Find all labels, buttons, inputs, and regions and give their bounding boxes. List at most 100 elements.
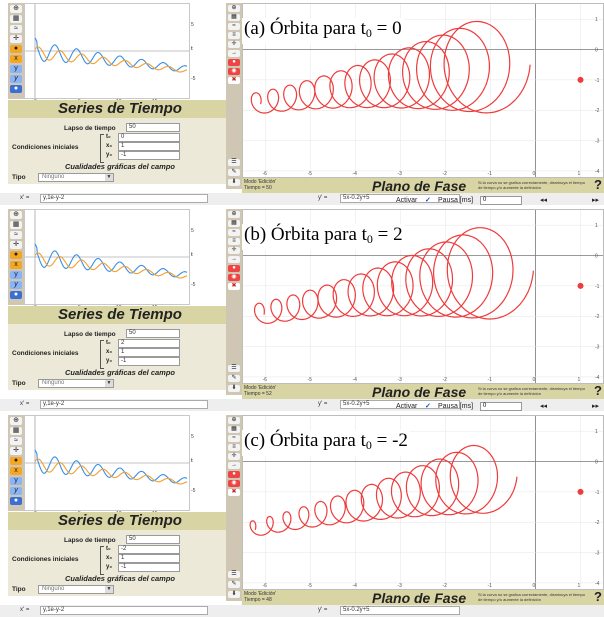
erase-icon[interactable]: ✖ [228, 77, 240, 84]
activar-checkbox[interactable]: ✓ [425, 403, 431, 410]
x-eq-input[interactable]: y,1e-y-2 [40, 400, 208, 409]
help-icon[interactable]: ? [594, 383, 602, 398]
list-icon[interactable]: ☰ [228, 159, 240, 166]
red-dot-icon[interactable]: ● [228, 59, 240, 66]
help-icon[interactable]: ? [594, 589, 602, 604]
lapso-input[interactable]: 50 [126, 123, 180, 132]
y-toggle-icon[interactable]: y [10, 75, 22, 83]
y-toggle-icon[interactable]: y [10, 281, 22, 289]
grid-icon[interactable]: ▦ [228, 14, 240, 21]
arrow-icon[interactable]: → [228, 462, 240, 469]
axis-icon[interactable]: ≈ [10, 25, 22, 33]
y-series-icon[interactable]: y [10, 271, 22, 279]
zoom-icon[interactable]: ⊕ [10, 211, 22, 219]
axis-icon[interactable]: ≈ [10, 231, 22, 239]
arrow-icon[interactable]: → [228, 50, 240, 57]
skip-start-icon[interactable]: ◂◂ [540, 197, 548, 204]
field-icon[interactable]: ≡ [228, 444, 240, 451]
x0-input[interactable]: 1 [118, 554, 180, 563]
activar-checkbox[interactable]: ✓ [425, 197, 431, 204]
pencil-icon[interactable]: ✎ [228, 375, 240, 382]
pencil-icon[interactable]: ✎ [228, 581, 240, 588]
red-dot-icon[interactable]: ● [228, 265, 240, 272]
x-series-icon[interactable]: x [10, 467, 22, 475]
zoom-icon[interactable]: ⊕ [228, 211, 240, 218]
x0-input[interactable]: 1 [118, 348, 180, 357]
zoom-icon[interactable]: ⊕ [228, 5, 240, 12]
x-eq-input[interactable]: y,1e-y-2 [40, 606, 208, 615]
zoom-icon[interactable]: ⊕ [10, 5, 22, 13]
t0-input[interactable]: 2 [118, 339, 180, 348]
phase-plane-title: Plano de Fase [372, 384, 467, 400]
orange-dot-icon[interactable]: ● [10, 457, 22, 465]
move-icon[interactable]: ✛ [10, 447, 22, 455]
phase-plane-chart: -6 -5 -4 -3 -2 -1 0 1 1 0 -1 -2 -3 -4 [243, 210, 603, 383]
move-icon[interactable]: ✛ [228, 41, 240, 48]
tipo-select[interactable]: Ninguno ▼ [38, 585, 114, 594]
y-series-icon[interactable]: y [10, 65, 22, 73]
x0-input[interactable]: 1 [118, 142, 180, 151]
erase-icon[interactable]: ✖ [228, 283, 240, 290]
erase-icon[interactable]: ✖ [228, 489, 240, 496]
y-eq-input[interactable]: 5x-0.2y+5 [340, 194, 460, 203]
arrow-icon[interactable]: → [228, 256, 240, 263]
field-icon[interactable]: ≡ [228, 32, 240, 39]
move-icon[interactable]: ✛ [228, 453, 240, 460]
help-icon[interactable]: ? [594, 177, 602, 192]
move-icon[interactable]: ✛ [10, 35, 22, 43]
pausa-input[interactable]: 0 [480, 196, 522, 205]
t0-input[interactable]: 0 [118, 133, 180, 142]
y-eq-input[interactable]: 5x-0.2y+5 [340, 606, 460, 615]
lapso-input[interactable]: 50 [126, 329, 180, 338]
blue-dot-icon[interactable]: ● [10, 85, 22, 93]
y-series-icon[interactable]: y [10, 477, 22, 485]
x-series-icon[interactable]: x [10, 261, 22, 269]
axis-icon[interactable]: ≈ [228, 23, 240, 30]
y-eq-input[interactable]: 5x-0.2y+5 [340, 400, 460, 409]
axis-icon[interactable]: ≈ [228, 435, 240, 442]
pausa-input[interactable]: 0 [480, 402, 522, 411]
axis-icon[interactable]: ≈ [10, 437, 22, 445]
tipo-select-value: Ninguno [42, 174, 65, 180]
red-point-icon[interactable]: ◉ [228, 480, 240, 487]
play-icon[interactable]: ▸▸ [592, 197, 600, 204]
orange-dot-icon[interactable]: ● [10, 45, 22, 53]
red-dot-icon[interactable]: ● [228, 471, 240, 478]
zoom-icon[interactable]: ⊕ [228, 417, 240, 424]
move-icon[interactable]: ✛ [10, 241, 22, 249]
play-icon[interactable]: ▸▸ [592, 403, 600, 410]
field-icon[interactable]: ≡ [228, 238, 240, 245]
list-icon[interactable]: ☰ [228, 571, 240, 578]
orange-dot-icon[interactable]: ● [10, 251, 22, 259]
download-icon[interactable]: ⬇ [228, 385, 240, 392]
blue-dot-icon[interactable]: ● [10, 291, 22, 299]
grid-icon[interactable]: ▦ [10, 427, 22, 435]
skip-start-icon[interactable]: ◂◂ [540, 403, 548, 410]
move-icon[interactable]: ✛ [228, 247, 240, 254]
axis-icon[interactable]: ≈ [228, 229, 240, 236]
t0-input[interactable]: -2 [118, 545, 180, 554]
download-icon[interactable]: ⬇ [228, 591, 240, 598]
lapso-input[interactable]: 50 [126, 535, 180, 544]
y-toggle-icon[interactable]: y [10, 487, 22, 495]
grid-icon[interactable]: ▦ [228, 426, 240, 433]
y0-input[interactable]: -1 [118, 151, 180, 160]
hint-text: Si la curva no se grafica correctamente,… [478, 592, 585, 602]
y-eq-label: y' = [318, 401, 328, 407]
pencil-icon[interactable]: ✎ [228, 169, 240, 176]
grid-icon[interactable]: ▦ [228, 220, 240, 227]
tipo-select[interactable]: Ninguno ▼ [38, 173, 114, 182]
grid-icon[interactable]: ▦ [10, 15, 22, 23]
download-icon[interactable]: ⬇ [228, 179, 240, 186]
grid-icon[interactable]: ▦ [10, 221, 22, 229]
x-eq-input[interactable]: y,1e-y-2 [40, 194, 208, 203]
red-point-icon[interactable]: ◉ [228, 68, 240, 75]
red-point-icon[interactable]: ◉ [228, 274, 240, 281]
list-icon[interactable]: ☰ [228, 365, 240, 372]
x-series-icon[interactable]: x [10, 55, 22, 63]
zoom-icon[interactable]: ⊕ [10, 417, 22, 425]
y0-input[interactable]: -1 [118, 357, 180, 366]
blue-dot-icon[interactable]: ● [10, 497, 22, 505]
tipo-select[interactable]: Ninguno ▼ [38, 379, 114, 388]
y0-input[interactable]: -1 [118, 563, 180, 572]
